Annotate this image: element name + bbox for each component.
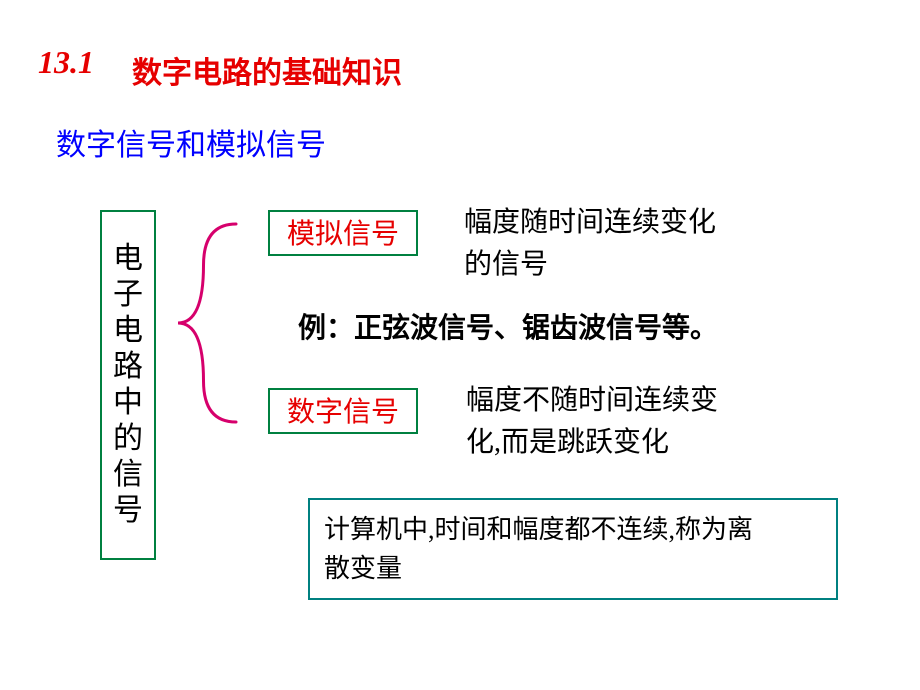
vertical-signal-box: 电子电路中的信号 bbox=[100, 210, 156, 560]
section-number: 13.1 bbox=[38, 44, 94, 81]
vertical-char: 子 bbox=[113, 277, 143, 313]
vertical-char: 电 bbox=[113, 313, 143, 349]
vertical-char: 的 bbox=[113, 421, 143, 457]
section-title: 数字电路的基础知识 bbox=[132, 48, 402, 92]
analog-signal-label: 模拟信号 bbox=[287, 219, 399, 250]
subtitle: 数字信号和模拟信号 bbox=[56, 120, 326, 164]
vertical-char: 信 bbox=[113, 457, 143, 493]
digital-description: 幅度不随时间连续变化,而是跳跃变化 bbox=[466, 380, 886, 464]
brace-connector bbox=[172, 218, 242, 428]
vertical-char: 电 bbox=[113, 241, 143, 277]
analog-signal-box: 模拟信号 bbox=[268, 210, 418, 256]
vertical-char: 号 bbox=[113, 493, 143, 529]
computer-note-box: 计算机中,时间和幅度都不连续,称为离散变量 bbox=[308, 498, 838, 600]
analog-description: 幅度随时间连续变化的信号 bbox=[464, 202, 884, 286]
digital-signal-label: 数字信号 bbox=[287, 397, 399, 428]
digital-signal-box: 数字信号 bbox=[268, 388, 418, 434]
vertical-char: 路 bbox=[113, 349, 143, 385]
vertical-char: 中 bbox=[113, 385, 143, 421]
example-text: 例：正弦波信号、锯齿波信号等。 bbox=[298, 308, 718, 350]
